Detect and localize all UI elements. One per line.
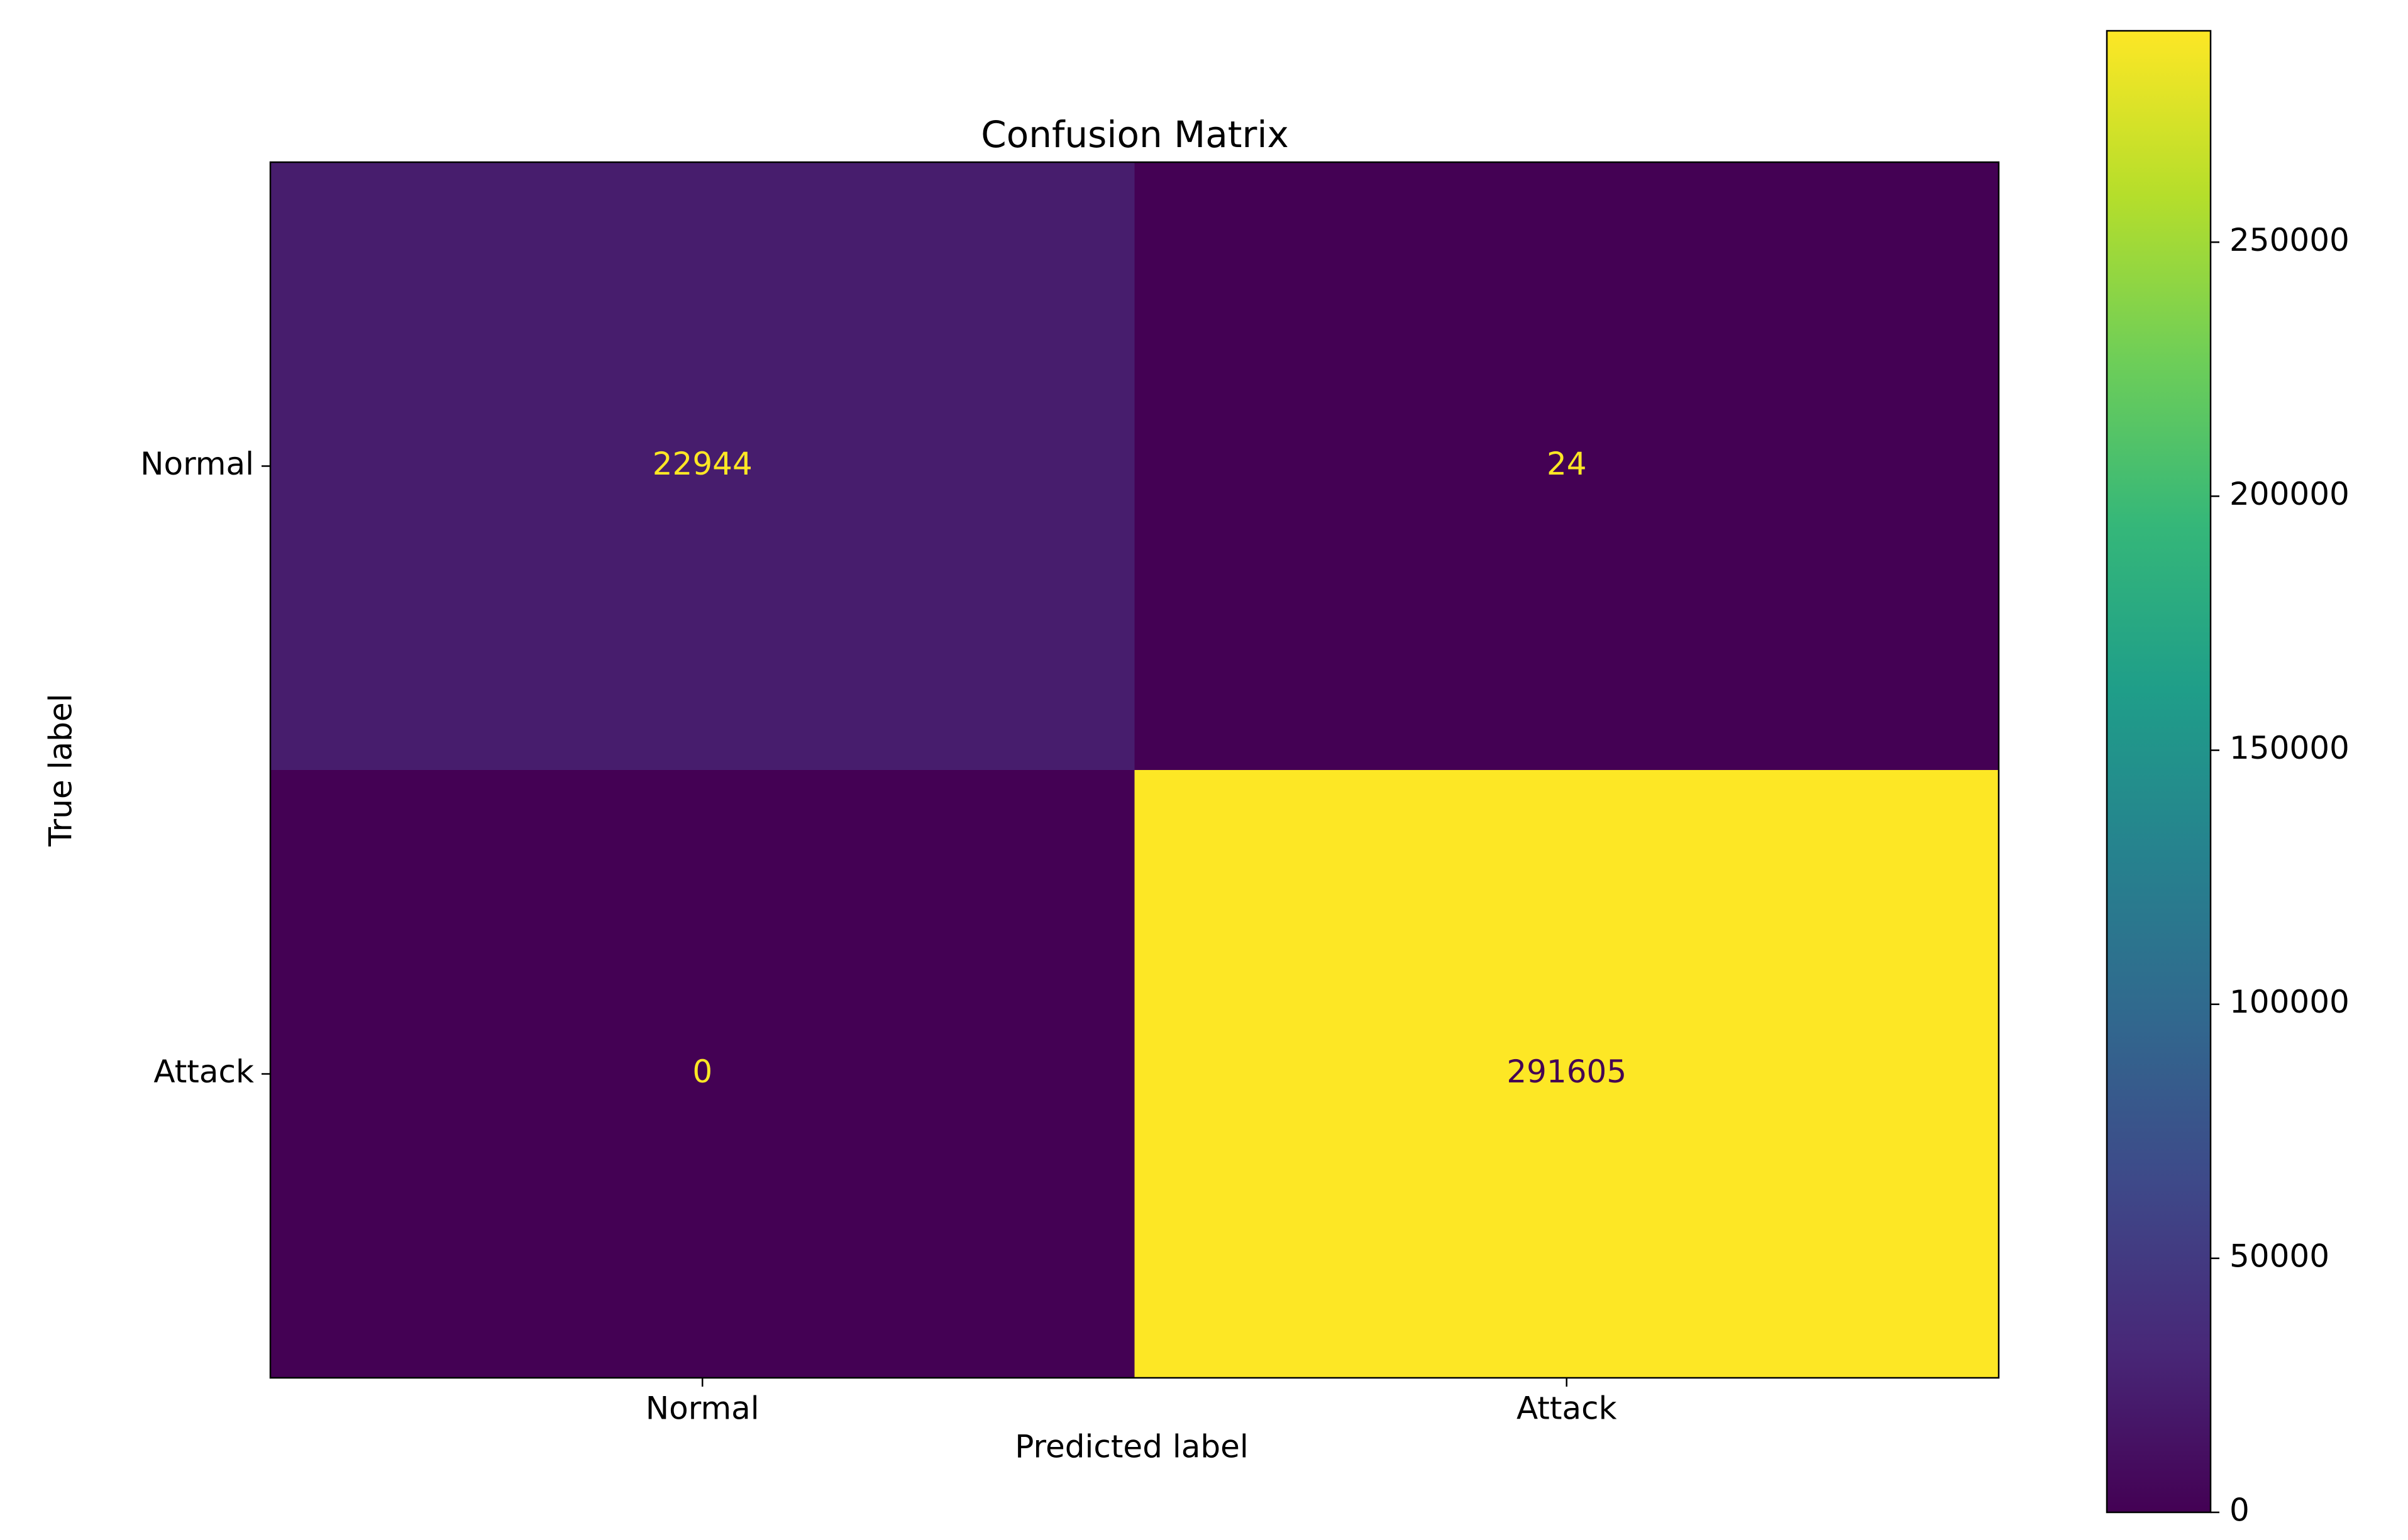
x-axis-label: Predicted label [1015,1429,1249,1465]
chart-title: Confusion Matrix [981,113,1289,156]
colorbar-tick-label: 50000 [2229,1238,2329,1274]
heatmap-cell [1134,770,1999,1378]
y-tick-label: Normal [140,446,254,482]
colorbar [2106,30,2212,1514]
heatmap-cell [270,162,1135,771]
heatmap-cell [1134,162,1999,771]
cell-value-label: 291605 [1506,1053,1627,1090]
colorbar-tick-label: 0 [2229,1492,2250,1529]
colorbar-tick-label: 200000 [2229,476,2350,512]
colorbar-tick-label: 250000 [2229,222,2350,258]
plot-frame [269,161,2000,1379]
y-axis-label: True label [43,693,79,847]
cell-value-label: 24 [1547,446,1587,482]
colorbar-tick-label: 100000 [2229,984,2350,1020]
x-tick-label: Attack [1516,1390,1617,1427]
x-tick-label: Normal [646,1390,759,1427]
y-tick-label: Attack [153,1053,254,1090]
colorbar-tick-label: 150000 [2229,730,2350,766]
cell-value-label: 22944 [653,446,753,482]
heatmap-cell [270,770,1135,1378]
cell-value-label: 0 [692,1053,712,1090]
